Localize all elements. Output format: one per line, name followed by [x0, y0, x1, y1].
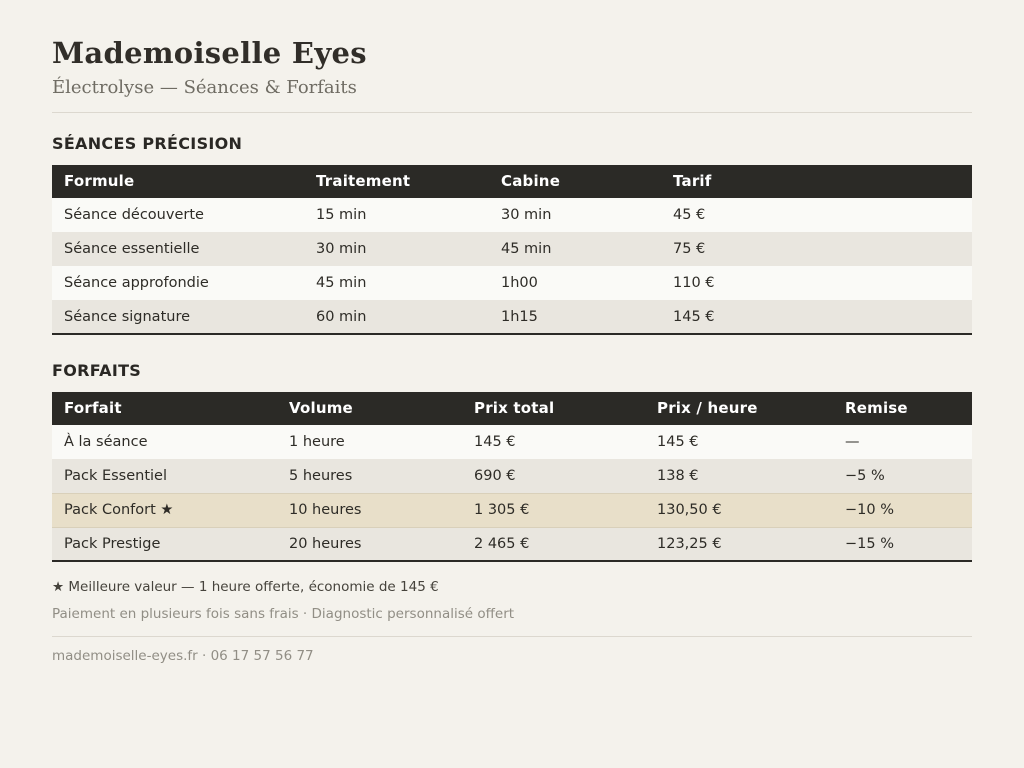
column-header-formule: Formule — [52, 165, 304, 198]
cell-cabine: 45 min — [501, 241, 552, 257]
column-header-cabine: Cabine — [489, 165, 661, 198]
table-row: À la séance 1 heure 145 € 145 € — — [52, 425, 972, 459]
cell-tarif: 75 € — [673, 241, 706, 257]
header-divider — [52, 112, 972, 113]
cell-prix-heure: 145 € — [657, 434, 699, 450]
cell-formule: Séance essentielle — [64, 241, 200, 257]
cell-prix-heure: 138 € — [657, 467, 699, 484]
cell-prix-heure: 123,25 € — [657, 535, 722, 552]
services-note: Paiement en plusieurs fois sans frais · … — [52, 606, 515, 622]
footer-divider — [52, 636, 972, 637]
footer-contact: mademoiselle-eyes.fr · 06 17 57 56 77 — [52, 648, 314, 664]
cell-traitement: 60 min — [316, 308, 367, 325]
cell-cabine: 1h15 — [501, 308, 538, 325]
best-value-note: ★ Meilleure valeur — 1 heure offerte, éc… — [52, 579, 439, 595]
cell-cabine: 30 min — [501, 207, 552, 223]
table-header-row: Forfait Volume Prix total Prix / heure R… — [52, 392, 972, 425]
cell-prix-total: 2 465 € — [474, 535, 530, 552]
cell-formule: Séance signature — [64, 308, 191, 325]
forfaits-table: Forfait Volume Prix total Prix / heure R… — [52, 392, 972, 562]
table-row-best-value: Pack Confort ★ 10 heures 1 305 € 130,50 … — [52, 493, 972, 527]
cell-cabine: 1h00 — [501, 275, 538, 291]
cell-traitement: 30 min — [316, 241, 367, 257]
cell-remise: −5 % — [845, 467, 885, 484]
cell-volume: 1 heure — [289, 434, 345, 450]
cell-tarif: 110 € — [673, 275, 715, 291]
column-header-prix-total: Prix total — [462, 392, 645, 425]
section-heading-forfaits: FORFAITS — [52, 361, 142, 380]
column-header-traitement: Traitement — [304, 165, 489, 198]
table-header-row: Formule Traitement Cabine Tarif — [52, 165, 972, 198]
column-header-tarif: Tarif — [661, 165, 972, 198]
table-row: Pack Prestige 20 heures 2 465 € 123,25 €… — [52, 527, 972, 561]
table-row: Séance signature 60 min 1h15 145 € — [52, 300, 972, 334]
table-row: Séance essentielle 30 min 45 min 75 € — [52, 232, 972, 266]
cell-prix-total: 690 € — [474, 467, 516, 484]
table-row: Séance découverte 15 min 30 min 45 € — [52, 198, 972, 232]
cell-forfait: Pack Confort ★ — [64, 502, 174, 518]
column-header-volume: Volume — [277, 392, 462, 425]
seances-table: Formule Traitement Cabine Tarif Séance d… — [52, 165, 972, 335]
table-row: Séance approfondie 45 min 1h00 110 € — [52, 266, 972, 300]
cell-formule: Séance découverte — [64, 207, 204, 223]
column-header-prix-heure: Prix / heure — [645, 392, 833, 425]
cell-forfait: Pack Essentiel — [64, 467, 168, 484]
cell-tarif: 45 € — [673, 207, 706, 223]
column-header-remise: Remise — [833, 392, 972, 425]
cell-volume: 20 heures — [289, 535, 362, 552]
page-title: Mademoiselle Eyes — [52, 36, 367, 70]
column-header-forfait: Forfait — [52, 392, 277, 425]
cell-volume: 5 heures — [289, 467, 353, 484]
table-row: Pack Essentiel 5 heures 690 € 138 € −5 % — [52, 459, 972, 493]
cell-forfait: À la séance — [64, 434, 148, 450]
cell-traitement: 45 min — [316, 275, 367, 291]
cell-volume: 10 heures — [289, 502, 362, 518]
cell-traitement: 15 min — [316, 207, 367, 223]
cell-remise: −15 % — [845, 535, 894, 552]
cell-forfait: Pack Prestige — [64, 535, 161, 552]
page-subtitle: Électrolyse — Séances & Forfaits — [52, 77, 357, 98]
cell-prix-total: 1 305 € — [474, 502, 530, 518]
cell-formule: Séance approfondie — [64, 275, 209, 291]
cell-prix-total: 145 € — [474, 434, 516, 450]
cell-remise: — — [845, 434, 860, 450]
cell-remise: −10 % — [845, 502, 894, 518]
cell-prix-heure: 130,50 € — [657, 502, 722, 518]
cell-tarif: 145 € — [673, 308, 715, 325]
section-heading-seances: SÉANCES PRÉCISION — [52, 134, 243, 153]
